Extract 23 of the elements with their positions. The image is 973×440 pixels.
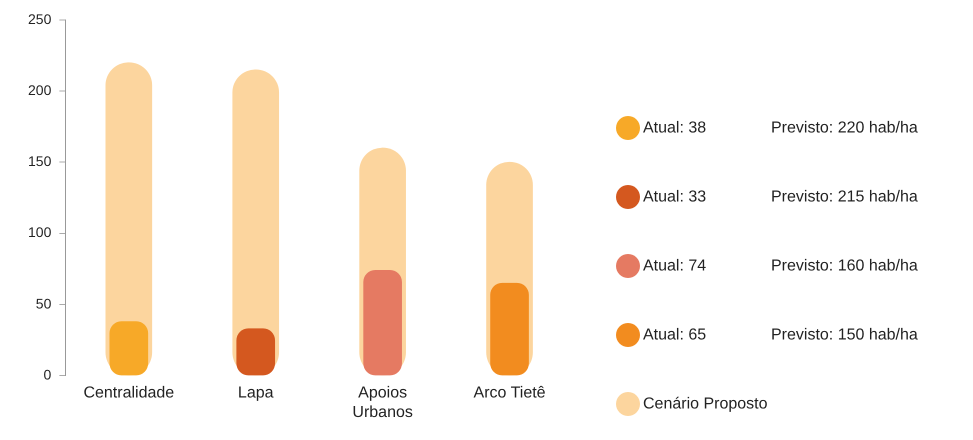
- legend-label: Atual: 38: [643, 119, 706, 136]
- y-tick-label: 200: [28, 82, 52, 98]
- x-tick-label: Centralidade: [83, 384, 174, 402]
- bar: [490, 282, 529, 376]
- x-tick-label: Arco Tietê: [474, 384, 546, 402]
- bar: [363, 270, 402, 376]
- text: Previsto: 220 hab/ha: [771, 119, 918, 136]
- legend-label: Atual: 65: [643, 326, 706, 344]
- legend-label: Cenário Proposto: [643, 395, 768, 412]
- legend-label: Atual: 33: [643, 188, 706, 206]
- bar: [236, 328, 276, 376]
- text: Previsto: 150 hab/ha: [771, 326, 918, 344]
- text: Previsto: 215 hab/ha: [771, 188, 918, 206]
- y-tick-label: 100: [28, 224, 52, 240]
- bar: [109, 321, 148, 376]
- x-tick-label: Lapa: [238, 384, 274, 402]
- text: Previsto: 160 hab/ha: [771, 257, 918, 274]
- y-tick-label: 50: [36, 295, 52, 312]
- legend-label: Atual: 74: [643, 257, 706, 274]
- y-tick-label: 0: [44, 366, 52, 382]
- y-tick-label: 250: [28, 10, 52, 27]
- x-tick-label: Apoios Urbanos: [352, 384, 413, 421]
- y-tick-label: 150: [28, 153, 52, 170]
